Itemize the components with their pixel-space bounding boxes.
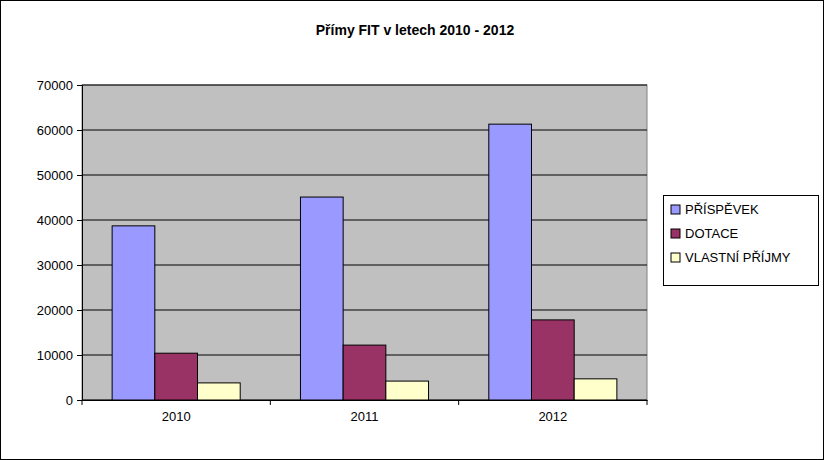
tick-label: 10000 xyxy=(37,348,73,363)
bar xyxy=(531,320,574,400)
tick: 60000 xyxy=(37,123,82,138)
bar xyxy=(300,197,343,400)
tick: 10000 xyxy=(37,348,82,363)
tick-mark xyxy=(77,175,82,176)
separator xyxy=(647,400,648,405)
grid-line xyxy=(82,220,647,221)
axis-line xyxy=(77,86,83,401)
bars xyxy=(112,124,617,400)
grid-line xyxy=(82,265,647,266)
tick-label: 2010 xyxy=(162,409,191,424)
tick-label: 70000 xyxy=(37,78,73,93)
legend-label: DOTACE xyxy=(685,226,739,241)
tick: 40000 xyxy=(37,213,82,228)
tick-mark xyxy=(77,355,82,356)
bar xyxy=(112,226,155,400)
grid xyxy=(82,85,647,400)
bar xyxy=(489,124,532,400)
grid-line xyxy=(82,310,647,311)
tick-mark xyxy=(77,85,82,86)
tick-label: 2011 xyxy=(351,409,379,424)
series xyxy=(198,379,617,400)
tick: 70000 xyxy=(37,78,82,93)
tick-label: 60000 xyxy=(37,123,73,138)
chart-border xyxy=(1,1,824,460)
series xyxy=(155,320,574,400)
tick-mark xyxy=(77,130,82,131)
legend-swatch xyxy=(671,205,680,214)
title: Přímy FIT v letech 2010 - 2012 xyxy=(316,22,515,38)
axis-line xyxy=(83,400,648,401)
tick: 0 xyxy=(66,393,82,408)
tick: 2010 xyxy=(162,409,191,424)
plot-area xyxy=(82,85,647,400)
tick: 2012 xyxy=(538,409,567,424)
bar xyxy=(155,353,198,400)
tick: 50000 xyxy=(37,168,82,183)
legend-label: VLASTNÍ PŘÍJMY xyxy=(685,250,791,265)
bar xyxy=(343,345,386,400)
tick-label: 50000 xyxy=(37,168,73,183)
legend: PŘÍSPĚVEK DOTACE VLASTNÍ PŘÍJMY xyxy=(664,196,819,286)
tick-mark xyxy=(77,310,82,311)
tick: 20000 xyxy=(37,303,82,318)
grid-line xyxy=(82,85,647,86)
tick-label: 0 xyxy=(66,393,73,408)
grid-line xyxy=(82,130,647,131)
x-axis: 2010 2011 2012 xyxy=(83,401,648,425)
tick-mark xyxy=(77,220,82,221)
tick-mark xyxy=(77,400,82,401)
tick: 2011 xyxy=(351,409,379,424)
legend-label: PŘÍSPĚVEK xyxy=(685,202,759,217)
bar xyxy=(574,379,617,400)
tick-mark xyxy=(77,265,82,266)
separator xyxy=(458,400,459,405)
series xyxy=(112,124,531,400)
legend-box xyxy=(664,196,819,286)
separator xyxy=(270,400,271,405)
bar xyxy=(386,381,429,400)
tick-label: 40000 xyxy=(37,213,73,228)
category-separators xyxy=(82,400,647,405)
tick-label: 30000 xyxy=(37,258,73,273)
y-axis: 0 10000 20000 30000 40000 50000 60000 70000 xyxy=(37,78,83,408)
tick: 30000 xyxy=(37,258,82,273)
bar xyxy=(198,383,241,400)
tick-label: 20000 xyxy=(37,303,73,318)
legend-swatch xyxy=(671,229,680,238)
chart: Přímy FIT v letech 2010 - 2012 0 10000 2000… xyxy=(0,0,824,460)
tick-label: 2012 xyxy=(538,409,567,424)
grid-line xyxy=(82,175,647,176)
separator xyxy=(82,400,83,405)
legend-swatch xyxy=(671,253,680,262)
